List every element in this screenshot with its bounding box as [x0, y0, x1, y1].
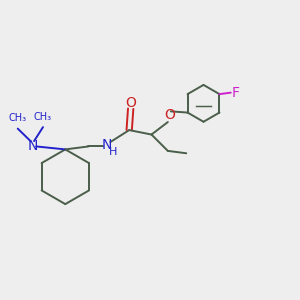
- Text: F: F: [232, 85, 240, 100]
- Text: CH₃: CH₃: [9, 113, 27, 123]
- Text: N: N: [102, 138, 112, 152]
- Text: CH₃: CH₃: [34, 112, 52, 122]
- Text: N: N: [27, 140, 38, 153]
- Text: O: O: [125, 96, 136, 110]
- Text: H: H: [109, 147, 118, 158]
- Text: O: O: [164, 108, 175, 122]
